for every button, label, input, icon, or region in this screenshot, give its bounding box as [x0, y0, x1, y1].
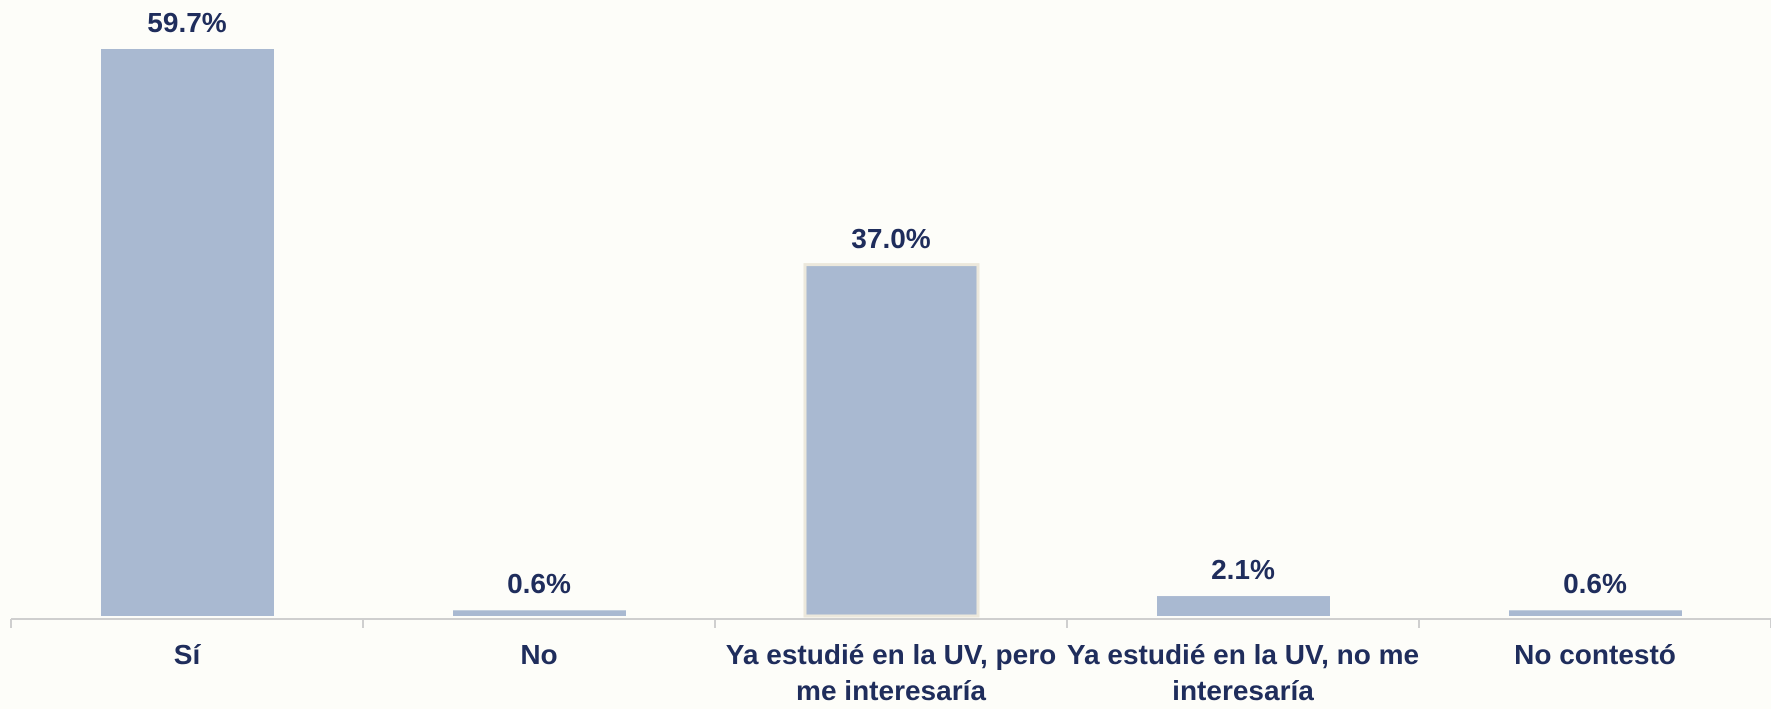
x-tick-label: No — [520, 639, 558, 670]
value-label: 0.6% — [1563, 568, 1627, 600]
value-label: 0.6% — [507, 568, 571, 600]
bar — [1157, 596, 1330, 616]
x-tick-label: Sí — [173, 639, 201, 670]
value-label: 59.7% — [147, 7, 227, 38]
x-tick-label: Ya estudié en la UV, pero me interesaría — [725, 639, 1057, 706]
value-label: 37.0% — [851, 222, 931, 254]
bar — [101, 49, 274, 616]
x-tick-label: No contestó — [1514, 639, 1676, 670]
bar — [803, 263, 980, 618]
bar — [1509, 610, 1682, 616]
value-label: 2.1% — [1211, 554, 1275, 586]
x-tick-label: Ya estudié en la UV, no me interesaría — [1066, 639, 1420, 706]
bar — [453, 610, 626, 616]
